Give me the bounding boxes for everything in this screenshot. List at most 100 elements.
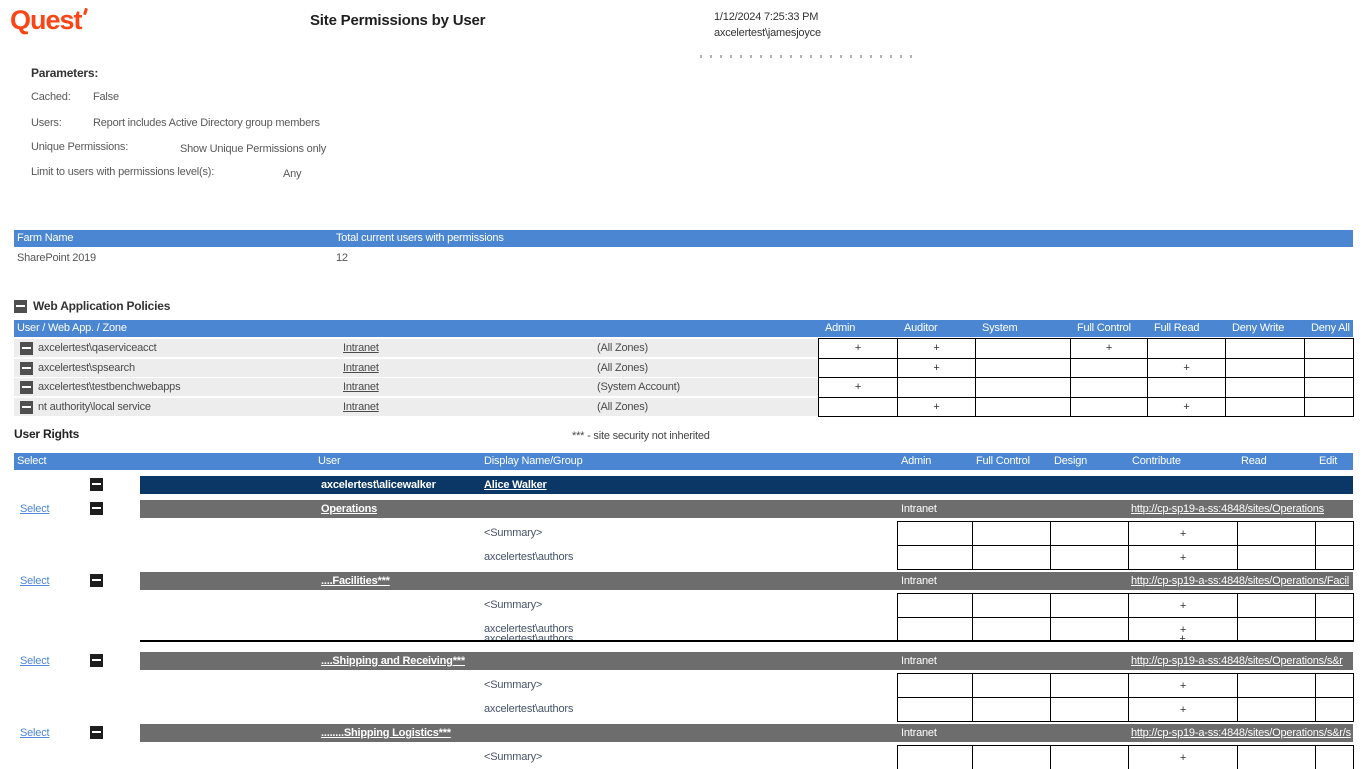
entry-label: <Summary> xyxy=(484,679,543,691)
perm-cell: + xyxy=(1128,593,1238,618)
perm-cell xyxy=(1237,673,1316,698)
collapse-icon[interactable] xyxy=(20,400,33,414)
policy-perm-cell: + xyxy=(818,338,898,359)
perm-cell xyxy=(1050,545,1129,570)
user-display-name-link[interactable]: Alice Walker xyxy=(484,479,547,491)
collapse-icon[interactable] xyxy=(20,381,33,394)
policy-perm-cell xyxy=(818,396,898,417)
parameters-heading: Parameters: xyxy=(31,66,99,80)
farm-total-value: 12 xyxy=(336,252,348,264)
site-url-link[interactable]: http://cp-sp19-a-ss:4848/sites/Operation… xyxy=(1131,727,1351,739)
policy-perm-cell xyxy=(1304,357,1354,378)
ur-col-edit: Edit xyxy=(1319,455,1338,467)
perm-cell xyxy=(1315,673,1354,698)
ur-col-user: User xyxy=(318,455,341,467)
collapse-icon[interactable] xyxy=(90,502,103,515)
site-zone: Intranet xyxy=(901,575,937,587)
ur-col-select: Select xyxy=(17,455,47,467)
param-label: Users: xyxy=(31,117,62,129)
site-url-link[interactable]: http://cp-sp19-a-ss:4848/sites/Operation… xyxy=(1131,575,1350,587)
select-link[interactable]: Select xyxy=(20,727,50,739)
entry-label: axcelertest\authors xyxy=(484,551,574,563)
policies-header-label: User / Web App. / Zone xyxy=(17,322,127,334)
collapse-icon[interactable] xyxy=(14,300,27,313)
user-rights-header-bar xyxy=(14,453,1353,470)
policy-perm-cell: + xyxy=(897,396,976,417)
ur-col-fullcontrol: Full Control xyxy=(976,455,1030,467)
perm-cell xyxy=(897,593,973,618)
policy-perm-cell xyxy=(975,357,1071,378)
select-link[interactable]: Select xyxy=(20,503,50,515)
security-note: *** - site security not inherited xyxy=(572,430,710,442)
collapse-icon[interactable] xyxy=(20,361,33,375)
policy-zone-link[interactable]: Intranet xyxy=(343,381,379,393)
ur-col-display: Display Name/Group xyxy=(484,455,583,467)
perm-cell xyxy=(972,593,1051,618)
param-label: Cached: xyxy=(31,91,71,103)
report-datetime: 1/12/2024 7:25:33 PM xyxy=(714,11,819,23)
policies-col-system: System xyxy=(982,322,1018,334)
farm-col-name: Farm Name xyxy=(17,232,74,244)
perm-cell xyxy=(1050,697,1129,722)
entry-label: axcelertest\authors xyxy=(484,623,574,635)
policy-row-band xyxy=(14,378,818,396)
site-link[interactable]: ....Shipping and Receiving*** xyxy=(321,655,465,667)
policy-perm-cell xyxy=(1304,396,1354,417)
site-row-band xyxy=(140,572,1353,590)
policy-zone-link[interactable]: Intranet xyxy=(343,361,379,374)
policy-perm-cell xyxy=(1070,396,1148,417)
policy-perm-cell: + xyxy=(897,357,976,378)
entry-label: axcelertest\authors xyxy=(484,703,574,715)
perm-cell xyxy=(1315,745,1354,769)
perm-cell xyxy=(972,521,1051,546)
ur-col-contribute: Contribute xyxy=(1132,455,1181,467)
perm-cell xyxy=(1050,673,1129,698)
artifact-line xyxy=(140,640,1353,642)
perm-cell: + xyxy=(1128,673,1238,698)
policy-perm-cell: + xyxy=(818,377,898,398)
perm-cell xyxy=(897,697,973,722)
user-row-band xyxy=(140,476,1353,494)
collapse-icon[interactable] xyxy=(90,574,103,587)
perm-cell: + xyxy=(1128,617,1238,642)
site-row-band xyxy=(140,652,1353,670)
perm-cell xyxy=(897,745,973,769)
perm-cell xyxy=(1237,545,1316,570)
policy-perm-cell xyxy=(975,377,1071,398)
perm-cell xyxy=(1050,521,1129,546)
site-link[interactable]: Operations xyxy=(321,503,378,515)
collapse-icon[interactable] xyxy=(20,342,33,355)
site-link[interactable]: ........Shipping Logistics*** xyxy=(321,727,451,739)
perm-cell xyxy=(1237,617,1316,642)
site-url-link[interactable]: http://cp-sp19-a-ss:4848/sites/Operation… xyxy=(1131,655,1343,667)
policy-perm-cell xyxy=(975,396,1071,417)
policy-zone-link[interactable]: Intranet xyxy=(343,342,379,354)
policies-col-denyall: Deny All xyxy=(1311,322,1350,334)
site-link[interactable]: ....Facilities*** xyxy=(321,575,390,587)
perm-cell: + xyxy=(1128,545,1238,570)
perm-cell xyxy=(897,617,973,642)
collapse-icon[interactable] xyxy=(90,654,103,667)
entry-label: <Summary> xyxy=(484,599,543,611)
policy-perm-cell xyxy=(1147,377,1226,398)
site-row-band xyxy=(140,724,1353,742)
perm-cell xyxy=(972,697,1051,722)
param-label: Limit to users with permissions level(s)… xyxy=(31,166,215,178)
collapse-icon[interactable] xyxy=(90,478,103,491)
select-link[interactable]: Select xyxy=(20,655,50,667)
policy-perm-cell xyxy=(1304,377,1354,398)
perm-cell xyxy=(1237,697,1316,722)
collapse-icon[interactable] xyxy=(90,726,103,739)
policies-col-denywrite: Deny Write xyxy=(1232,322,1285,334)
farm-name-value: SharePoint 2019 xyxy=(17,252,96,264)
perm-cell xyxy=(1315,545,1354,570)
site-url-link[interactable]: http://cp-sp19-a-ss:4848/sites/Operation… xyxy=(1131,503,1324,515)
user-account-name: axcelertest\alicewalker xyxy=(321,479,436,491)
ur-col-read: Read xyxy=(1241,455,1267,467)
perm-cell xyxy=(1315,697,1354,722)
policies-col-fullcontrol: Full Control xyxy=(1077,322,1131,334)
policy-zone-link[interactable]: Intranet xyxy=(343,400,379,413)
policy-row-band xyxy=(14,358,818,377)
perm-cell xyxy=(1315,617,1354,642)
select-link[interactable]: Select xyxy=(20,575,50,587)
